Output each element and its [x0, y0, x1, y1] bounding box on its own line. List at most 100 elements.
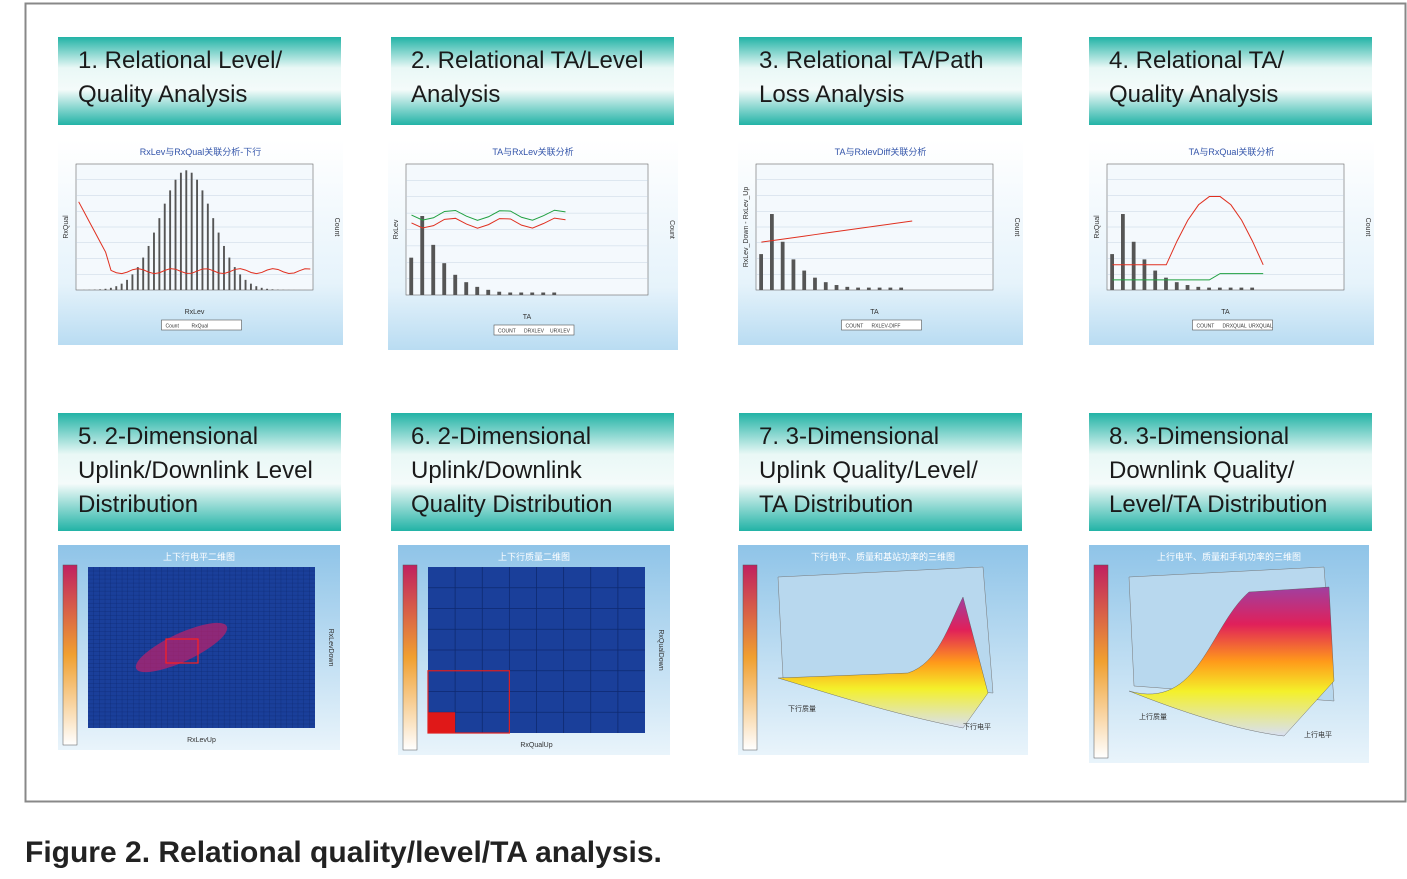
panel-title-box	[58, 413, 341, 531]
bar	[823, 282, 828, 290]
chart-title: 上下行质量二维图	[498, 551, 570, 562]
bar	[770, 214, 774, 290]
x-axis-label: RxQualUp	[520, 742, 552, 749]
x-axis-label: TA	[523, 314, 532, 321]
bar	[99, 289, 102, 290]
bar	[866, 287, 871, 290]
y2-axis-label: RxLevDown	[327, 629, 334, 667]
bar	[255, 286, 258, 290]
surface	[1128, 586, 1335, 737]
legend-box	[841, 319, 922, 331]
bar	[244, 279, 247, 290]
color-legend	[1093, 564, 1109, 759]
highlight	[165, 638, 199, 664]
x-axis-label: TA	[870, 309, 879, 316]
panel-title: 7. 3-Dimensional	[759, 423, 939, 450]
bar	[163, 203, 166, 290]
panel-title: Level/TA Distribution	[1109, 491, 1327, 518]
color-legend	[742, 564, 758, 751]
bar	[1196, 286, 1201, 290]
y-axis-label: RxQual	[63, 215, 70, 239]
chart-title: TA与RxlevDiff关联分析	[835, 146, 927, 157]
bar	[530, 292, 535, 295]
highlight	[427, 670, 510, 734]
bar	[233, 267, 236, 290]
bar	[1110, 254, 1115, 290]
y-axis-label: 下行质量	[788, 704, 816, 713]
y2-axis-label: Count	[1013, 218, 1020, 237]
panel-title: 2. Relational TA/Level	[411, 47, 644, 74]
bar	[104, 288, 107, 290]
x-axis-label: RxLev	[185, 309, 205, 316]
chart-title: 上行电平、质量和手机功率的三维图	[1157, 551, 1301, 562]
bar	[196, 179, 199, 290]
legend-box	[161, 319, 242, 331]
chart-title: TA与RxQual关联分析	[1189, 146, 1275, 157]
panel-title-box	[739, 37, 1022, 125]
bar	[109, 287, 112, 290]
bar	[888, 287, 893, 290]
color-legend	[402, 564, 418, 751]
bar	[791, 259, 796, 290]
bar	[212, 218, 215, 290]
bar	[179, 172, 182, 290]
bar	[802, 270, 807, 290]
panel-title: Downlink Quality/	[1109, 457, 1295, 484]
panel-title: Uplink Quality/Level/	[759, 457, 978, 484]
panel-title-box	[739, 413, 1022, 531]
y-axis-label: RxLev_Down - RxLev_Up	[743, 187, 750, 268]
panel-title: 4. Relational TA/	[1109, 47, 1285, 74]
bar	[201, 190, 204, 290]
bar	[420, 216, 425, 295]
bar	[1174, 282, 1179, 290]
bar	[126, 279, 128, 290]
panel-title-box	[391, 413, 674, 531]
panel-title: Uplink/Downlink Level	[78, 457, 313, 484]
y-axis-label: RxLev	[393, 219, 400, 239]
panel-title: 8. 3-Dimensional	[1109, 423, 1289, 450]
bar	[1239, 287, 1244, 290]
surface	[777, 596, 989, 729]
legend-entry: RXLEV-DIFF	[872, 324, 901, 330]
chart-title: TA与RxLev关联分析	[492, 146, 573, 157]
series-line	[411, 209, 566, 221]
bar	[519, 292, 524, 295]
bar	[158, 218, 161, 290]
y2-axis-label: Count	[1364, 218, 1371, 237]
panel-title: 5. 2-Dimensional	[78, 423, 258, 450]
panel-title-box	[1089, 413, 1372, 531]
bar	[115, 286, 118, 290]
panel-title: Quality Analysis	[1109, 81, 1278, 108]
bar	[508, 292, 513, 295]
legend-box	[1192, 319, 1273, 331]
legend-entry: COUNT	[1197, 324, 1215, 330]
panel-title: TA Distribution	[759, 491, 913, 518]
chart-title: 上下行电平二维图	[163, 551, 235, 562]
mini-chart: TA与RxQual关联分析 TA RxQual Count COUNT DRXQUAL UR…	[1089, 140, 1374, 345]
bar	[1164, 277, 1168, 290]
panel-title-box	[58, 37, 341, 125]
legend-entry: RxQual	[192, 324, 209, 330]
series-line	[761, 220, 913, 243]
bar	[1207, 287, 1211, 290]
bar	[174, 179, 177, 290]
bar	[153, 232, 155, 290]
series-line	[1112, 196, 1264, 266]
bar	[899, 287, 904, 290]
bar	[228, 257, 231, 290]
bar	[223, 245, 225, 290]
mini-chart: RxLev与RxQual关联分析-下行 RxLev RxQual Count Count…	[58, 140, 343, 345]
bar	[1250, 287, 1255, 290]
legend-entry: URXQUAL	[1249, 324, 1273, 330]
bar	[464, 282, 469, 295]
bar	[845, 286, 850, 290]
bar	[142, 257, 145, 290]
bar	[431, 244, 436, 295]
panel-title: 3. Relational TA/Path	[759, 47, 984, 74]
caption: Figure 2. Relational quality/level/TA an…	[25, 836, 662, 869]
panel-title-box	[391, 37, 674, 125]
bar	[131, 274, 134, 290]
